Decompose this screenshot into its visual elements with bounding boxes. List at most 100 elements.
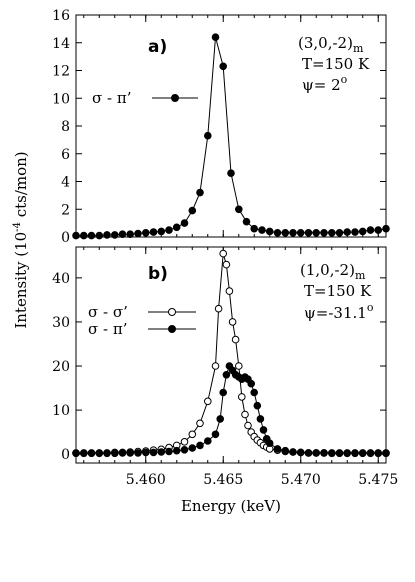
panel-a-series-1-point [273,229,282,237]
panel-a-series-1-point [312,229,321,237]
panel-b-series-1-point [180,438,189,446]
panel-b-series-2-point [289,448,297,456]
panel-b-series-1-point [244,421,252,430]
panel-a-legend: σ - π’ [92,89,198,107]
panel-a-ytick-label: 6 [61,147,70,163]
panel-a-ytick-label: 0 [61,230,70,246]
panel-b-series-2-point [172,446,181,455]
panel-a-series-1-point [219,62,227,71]
panel-a-ytick-label: 14 [52,36,70,52]
panel-b-series-2-point [87,449,96,458]
panel-b-series-2-point [358,449,367,458]
panel-a-series-1-point [335,229,344,237]
panel-a-series-1-point [366,226,375,234]
panel-a-series-1-point [204,131,212,140]
panel-a-series-1-point [134,229,142,238]
panel-b-series-2-point [374,449,383,458]
panel-a-label: a) [148,37,167,57]
panel-b-series-2-point [265,439,274,448]
panel-a-ytick-label: 16 [52,8,70,24]
panel-a-series-1-point [242,217,251,226]
panel-b-series-2-point [118,449,127,457]
panel-a-series-1-point [320,229,328,237]
panel-a-series-1-point [358,227,367,236]
panel-a-series-1-point [111,231,119,239]
panel-a-ytick-label: 12 [52,64,70,80]
panel-b-ytick-label: 0 [61,447,70,463]
panel-b-ytick-label: 20 [52,359,70,375]
panel-b-ytick-label: 30 [52,315,70,331]
panel-a-series-1-point [211,33,220,42]
panel-a-series-1-point [180,219,189,227]
panel-b-series-1-point [228,318,237,326]
panel-b-series-2-point [296,448,305,457]
y-axis-label-unit: cts/mon) [12,151,30,222]
panel-b-series-2-point [366,449,375,458]
panel-a-psi-sup: o [341,73,348,86]
panel-a-series-1-point [165,226,173,234]
panel-b-series-1-point [188,430,197,439]
legend-b-entry-2-label: σ - π’ [88,320,127,338]
panel-a-series-1-point [382,224,390,233]
y-axis-label: Intensity (10-4 cts/mon) [12,151,30,328]
legend-a-entry-marker [171,94,179,102]
panel-b-series-2-point [320,449,328,457]
panel-a-series-1-point [351,228,359,236]
panel-a-reflection-sub: m [353,42,364,55]
legend-b-entry-2-marker [168,325,176,333]
panel-b-series-2-point [95,449,104,458]
panel-b-series-2-point [80,449,88,458]
panel-b-series-2-point [103,449,111,458]
panel-a-series-1-point [227,169,235,177]
panel-a-psi-value: ψ= 2 [302,76,341,94]
panel-a-series-1-point [80,231,88,240]
panel-b-series-1-point [235,362,243,370]
panel-b-series-2-point [256,415,265,423]
panel-b-reflection-index: (1,0,-2) [300,261,355,279]
panel-a-ytick-label: 10 [52,91,70,107]
panel-b-series-1-point [225,287,234,295]
panel-a: 0 2 4 6 8 10 12 14 16 [52,8,390,246]
legend-b-entry-1-marker [168,308,176,316]
panel-a-series-1-point [157,227,166,236]
panel-b-legend: σ - σ’ σ - π’ [88,303,196,338]
panel-b-series-1-point [219,249,227,258]
panel-b-series-2-point [219,388,227,397]
panel-b: 0 10 20 30 40 5.460 5.465 5.470 5.475 [52,247,398,488]
panel-b-series-2-point [216,415,224,423]
panel-b-series-2-point [188,444,197,452]
panel-b-series-2-point [328,449,336,458]
panel-b-series-2-line [76,364,386,454]
x-axis-label: Energy (keV) [181,497,281,515]
panel-a-series-1-point [304,229,313,237]
panel-a-series-1-point [72,231,80,240]
panel-a-series-1-point [374,226,383,234]
panel-a-series-1-point [235,205,243,214]
panel-b-series-2-point [222,371,231,379]
panel-b-series-2-point [72,449,80,458]
panel-b-frame [75,246,387,464]
panel-b-series-2-point [111,449,119,458]
panel-b-series-2-point [304,449,313,457]
panel-b-series-2-point [273,445,282,453]
panel-a-ytick-label: 4 [61,175,70,191]
panel-b-series-1-point [211,362,220,370]
panel-b-series-1-point [231,335,240,344]
panel-a-series-1-point [343,228,352,236]
panel-a-series-1-point [188,206,197,215]
panel-b-temperature: T=150 K [304,282,372,300]
y-axis-label-main: Intensity (10 [12,232,30,329]
panel-b-series-2-point [211,430,220,439]
panel-b-series-2-point [196,441,204,450]
panel-a-series-1-point [328,229,336,237]
panel-a-series-1-point [149,228,158,236]
panel-a-series-1-point [265,227,274,236]
panel-b-series-2-point [312,449,321,457]
panel-b-series-1-point [241,410,249,419]
panel-b-series-1-point [204,397,212,406]
panel-b-psi: ψ=-31.1o [304,301,374,322]
panel-b-series-1-point [214,304,223,313]
panel-b-series-2-point [157,448,166,456]
panel-a-temperature: T=150 K [302,55,370,73]
panel-a-series-1-point [289,229,297,237]
